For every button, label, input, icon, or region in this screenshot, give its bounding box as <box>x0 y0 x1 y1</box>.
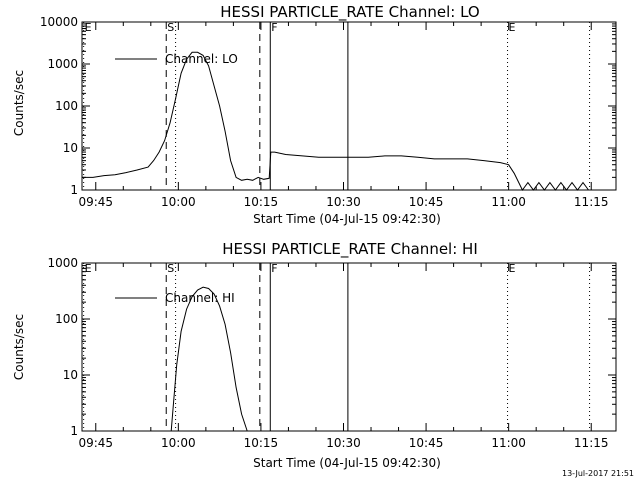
hi-x-tick-label: 11:00 <box>491 436 526 450</box>
lo-plot-frame <box>81 21 617 191</box>
lo-chart-title: HESSI PARTICLE_RATE Channel: LO <box>220 3 479 22</box>
lo-event-marker-label: E <box>85 21 92 34</box>
hi-event-marker-label: S <box>167 262 174 275</box>
lo-x-tick-label: 11:00 <box>491 195 526 209</box>
hi-y-tick-label: 1000 <box>47 256 78 270</box>
hi-legend-label: Channel: HI <box>165 291 235 305</box>
hi-event-marker-label: E <box>85 262 92 275</box>
lo-y-tick-label: 1000 <box>47 57 78 71</box>
hi-y-tick-label: 100 <box>55 312 78 326</box>
hi-y-tick-label: 1 <box>70 424 78 438</box>
hi-event-marker-label: E <box>509 262 516 275</box>
lo-channel-panel: HESSI PARTICLE_RATE Channel: LO Counts/s… <box>12 3 617 226</box>
hi-x-tick-label: 10:00 <box>161 436 196 450</box>
lo-y-tick-label: 100 <box>55 99 78 113</box>
lo-series-line <box>82 51 589 191</box>
lo-x-tick-label: 10:15 <box>244 195 279 209</box>
lo-x-tick-label: 09:45 <box>78 195 113 209</box>
hi-plot-frame <box>81 262 617 432</box>
hi-event-marker-label: F <box>271 262 277 275</box>
hi-channel-panel: HESSI PARTICLE_RATE Channel: HI Counts/s… <box>12 240 617 470</box>
lo-event-marker-label: S <box>167 21 174 34</box>
lo-y-tick-label: 1 <box>70 183 78 197</box>
lo-event-marker-label: F <box>271 21 277 34</box>
lo-x-tick-label: 10:00 <box>161 195 196 209</box>
hi-chart-title: HESSI PARTICLE_RATE Channel: HI <box>222 240 478 259</box>
hi-y-tick-label: 10 <box>63 368 78 382</box>
hi-y-axis-label: Counts/sec <box>12 314 26 380</box>
lo-legend-label: Channel: LO <box>165 52 238 66</box>
lo-x-axis-label: Start Time (04-Jul-15 09:42:30) <box>253 212 441 226</box>
hi-x-tick-label: 10:30 <box>326 436 361 450</box>
lo-event-marker-label: E <box>509 21 516 34</box>
render-timestamp: 13-Jul-2017 21:51 <box>562 469 634 478</box>
hi-x-axis-label: Start Time (04-Jul-15 09:42:30) <box>253 456 441 470</box>
hi-x-tick-label: 11:15 <box>574 436 609 450</box>
hi-x-tick-label: 10:45 <box>409 436 444 450</box>
lo-x-tick-label: 10:45 <box>409 195 444 209</box>
lo-x-tick-label: 10:30 <box>326 195 361 209</box>
lo-y-tick-label: 10000 <box>40 15 78 29</box>
lo-y-axis-label: Counts/sec <box>12 70 26 136</box>
lo-y-tick-label: 10 <box>63 141 78 155</box>
hi-x-tick-label: 10:15 <box>244 436 279 450</box>
hi-x-tick-label: 09:45 <box>78 436 113 450</box>
lo-x-tick-label: 11:15 <box>574 195 609 209</box>
hi-series-line <box>170 286 248 432</box>
